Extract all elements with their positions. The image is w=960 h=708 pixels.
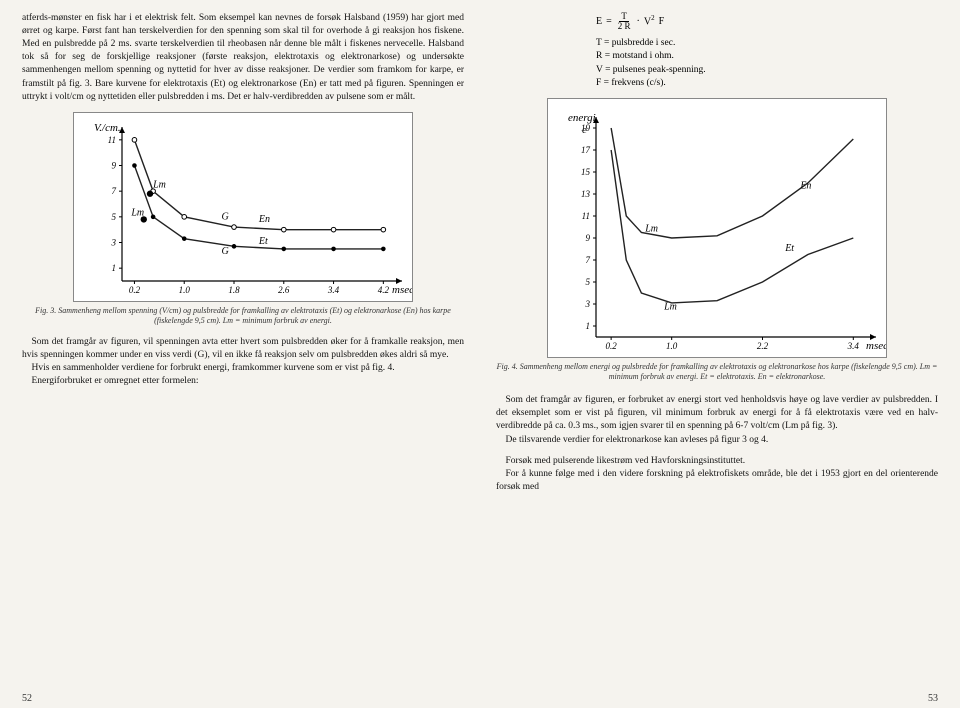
svg-text:1.0: 1.0	[666, 341, 678, 351]
svg-text:G: G	[222, 211, 229, 222]
formula-dot: ·	[637, 14, 640, 29]
svg-text:3.4: 3.4	[847, 341, 860, 351]
svg-text:9: 9	[586, 233, 591, 243]
svg-text:Lm: Lm	[152, 179, 166, 190]
svg-text:En: En	[799, 181, 811, 192]
formula-frac: T 2 R	[616, 12, 633, 31]
svg-text:11: 11	[108, 135, 116, 145]
legend-line: R = motstand i ohm.	[496, 50, 938, 63]
para: atferds-mønster en fisk har i et elektri…	[22, 12, 464, 104]
legend-line: F = frekvens (c/s).	[496, 77, 938, 90]
para: De tilsvarende verdier for elektronarkos…	[496, 434, 938, 447]
legend: T = pulsbredde i sec. R = motstand i ohm…	[496, 37, 938, 90]
svg-text:0.2: 0.2	[129, 285, 141, 295]
para: Energiforbruket er omregnet etter formel…	[22, 375, 464, 388]
svg-text:9: 9	[112, 160, 117, 170]
svg-text:msec.: msec.	[392, 284, 413, 296]
svg-text:Lm: Lm	[644, 224, 658, 235]
svg-text:Et: Et	[784, 243, 794, 254]
svg-text:En: En	[258, 214, 270, 225]
svg-text:V./cm.: V./cm.	[94, 122, 121, 134]
svg-text:7: 7	[112, 186, 117, 196]
svg-text:Et: Et	[258, 236, 268, 247]
svg-text:5: 5	[586, 277, 591, 287]
svg-text:Lm: Lm	[130, 207, 144, 218]
svg-text:1: 1	[586, 321, 591, 331]
svg-text:3: 3	[585, 299, 591, 309]
left-page: atferds-mønster en fisk har i et elektri…	[0, 0, 480, 708]
formula-E: E	[596, 14, 602, 29]
svg-text:1: 1	[112, 263, 117, 273]
svg-text:4.2: 4.2	[378, 285, 390, 295]
svg-text:2.6: 2.6	[278, 285, 290, 295]
svg-text:3.4: 3.4	[327, 285, 340, 295]
para: For å kunne følge med i den videre forsk…	[496, 468, 938, 494]
svg-text:Lm: Lm	[663, 302, 677, 313]
svg-text:15: 15	[581, 167, 591, 177]
svg-text:7: 7	[586, 255, 591, 265]
formula-eq: =	[606, 14, 612, 29]
formula-F: F	[659, 14, 665, 29]
fig3-caption: Fig. 3. Sammenheng mellom spenning (V/cm…	[22, 306, 464, 326]
legend-line: V = pulsenes peak-spenning.	[496, 64, 938, 77]
page-number: 52	[22, 693, 32, 704]
svg-text:msec.: msec.	[866, 340, 887, 352]
left-text-2: Som det framgår av figuren, vil spenning…	[22, 336, 464, 388]
para: Forsøk med pulserende likestrøm ved Havf…	[496, 455, 938, 468]
formula: E = T 2 R · V2 F	[496, 12, 938, 31]
fig3-chart: 1 3 5 7 9 11 0.2 1.0 1.8 2.6 3.4 4.2 En Et Lm Lm G G V./cm…	[73, 112, 413, 302]
left-text-1: atferds-mønster en fisk har i et elektri…	[22, 12, 464, 104]
svg-text:5: 5	[112, 212, 117, 222]
para: Som det framgår av figuren, vil spenning…	[22, 336, 464, 362]
svg-text:1.0: 1.0	[179, 285, 191, 295]
svg-text:0.2: 0.2	[606, 341, 618, 351]
svg-text:3: 3	[111, 237, 117, 247]
fig4-chart: 1357911131517190.21.02.23.4EnEtLmLmenerg…	[547, 98, 887, 358]
svg-text:13: 13	[581, 189, 591, 199]
fig4-caption: Fig. 4. Sammenheng mellom energi og puls…	[496, 362, 938, 382]
svg-text:e: e	[582, 124, 587, 136]
formula-V: V2	[644, 13, 655, 29]
svg-text:1.8: 1.8	[228, 285, 240, 295]
svg-text:17: 17	[581, 145, 591, 155]
svg-text:energi: energi	[568, 112, 596, 124]
svg-text:2.2: 2.2	[757, 341, 769, 351]
para: Hvis en sammenholder verdiene for forbru…	[22, 362, 464, 375]
right-page: E = T 2 R · V2 F T = pulsbredde i sec. R…	[480, 0, 960, 708]
svg-text:G: G	[222, 246, 229, 257]
svg-text:11: 11	[582, 211, 590, 221]
legend-line: T = pulsbredde i sec.	[496, 37, 938, 50]
para: Som det framgår av figuren, er forbruket…	[496, 394, 938, 433]
right-text: Som det framgår av figuren, er forbruket…	[496, 394, 938, 494]
page-number: 53	[928, 693, 938, 704]
